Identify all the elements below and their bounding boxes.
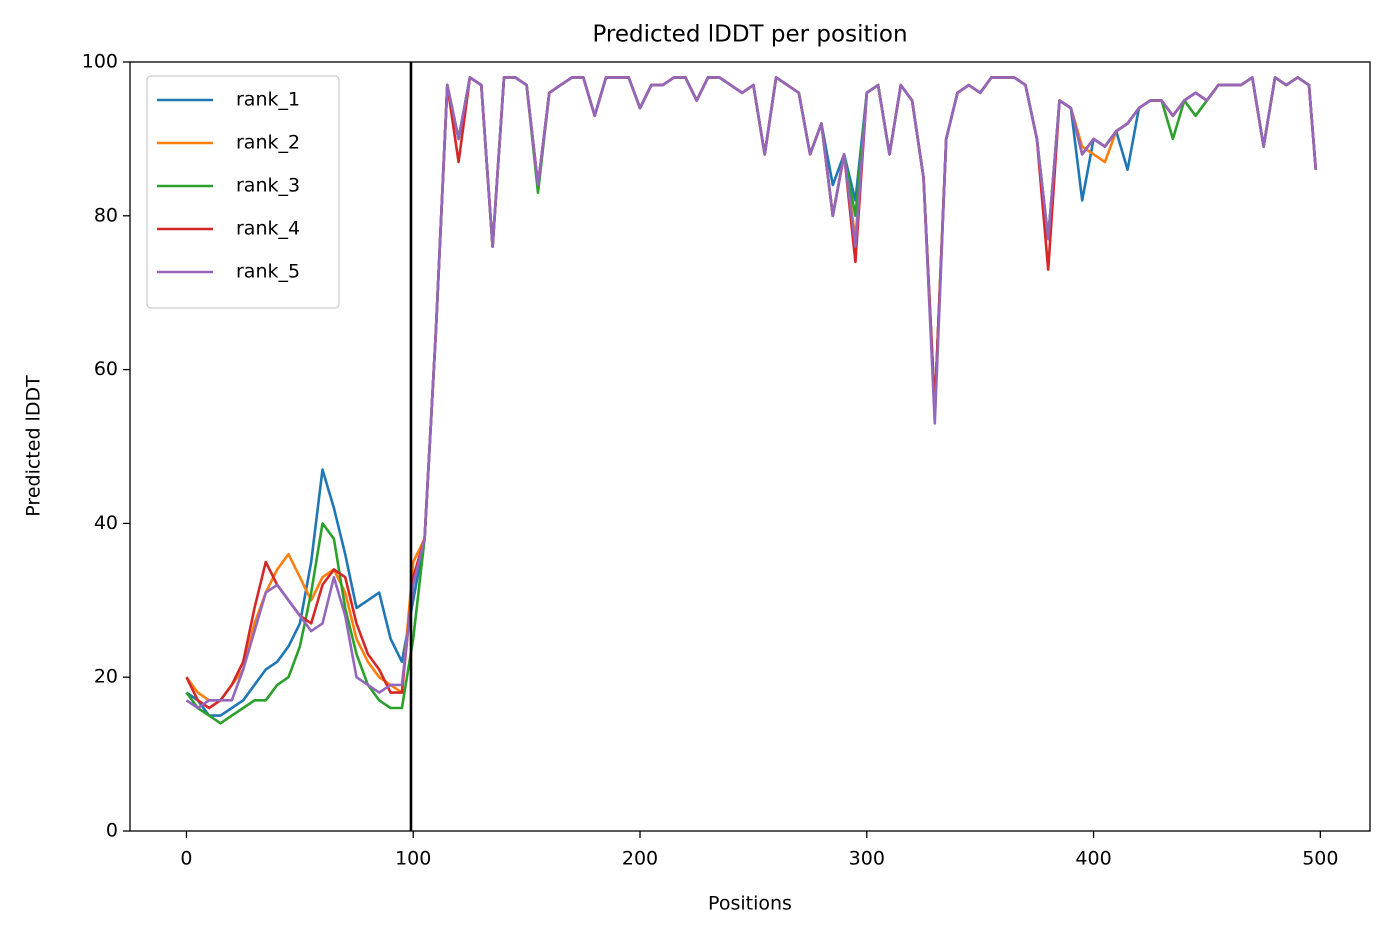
plot-frame [129,61,1371,832]
series-line [185,76,1318,725]
legend-label: rank_5 [236,261,300,283]
legend-label: rank_3 [236,175,300,197]
y-axis-label: Predicted lDDT [23,375,45,517]
legend-box [146,75,340,309]
x-tick-label: 300 [849,848,885,870]
series-line [185,76,1318,710]
legend-label: rank_4 [236,218,300,240]
series-line [185,76,1318,710]
legend-label: rank_1 [236,89,300,111]
y-tick-label: 20 [94,666,118,688]
x-tick-label: 200 [622,848,658,870]
legend-label: rank_2 [236,132,300,154]
y-tick-label: 100 [82,51,118,73]
x-tick-label: 400 [1075,848,1111,870]
y-tick-label: 60 [94,358,118,380]
x-axis-label: Positions [708,893,792,915]
x-tick-label: 100 [395,848,431,870]
x-tick-label: 0 [180,848,192,870]
y-tick-label: 80 [94,204,118,226]
chart-title: Predicted lDDT per position [592,22,907,48]
y-tick-label: 0 [106,820,118,842]
y-tick-label: 40 [94,512,118,534]
x-tick-label: 500 [1302,848,1338,870]
